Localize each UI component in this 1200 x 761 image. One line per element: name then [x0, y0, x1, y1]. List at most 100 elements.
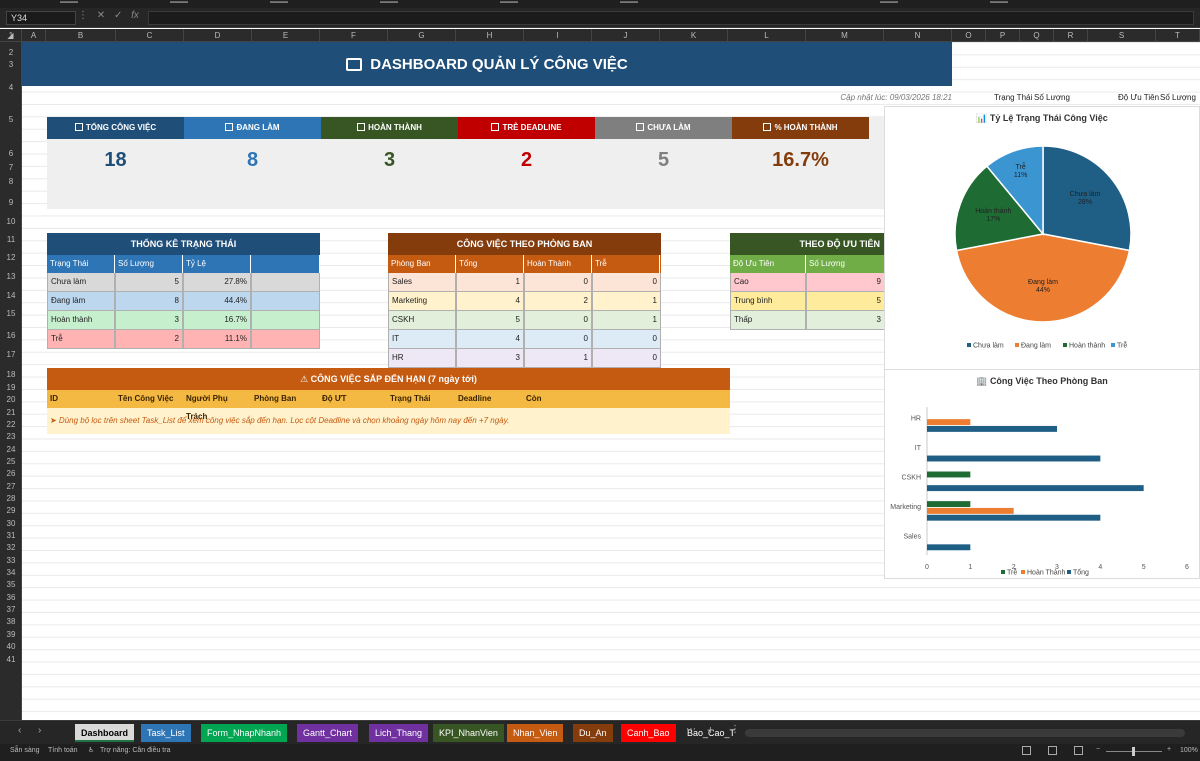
select-all-corner[interactable]: ◢	[0, 29, 22, 42]
column-header[interactable]: M	[806, 29, 884, 42]
add-sheet-icon[interactable]: +	[707, 723, 715, 737]
column-header[interactable]: E	[252, 29, 320, 42]
pie-slice[interactable]	[954, 165, 1045, 252]
tab-form_nhapnhanh[interactable]: Form_NhapNhanh	[201, 724, 288, 742]
tab-du_an[interactable]: Du_An	[573, 724, 613, 742]
bar[interactable]	[927, 471, 971, 478]
column-header[interactable]: O	[952, 29, 986, 42]
row-header[interactable]: 38	[6, 617, 16, 626]
pie-slice[interactable]	[985, 145, 1044, 237]
column-header[interactable]: Q	[1020, 29, 1054, 42]
tab-task_list[interactable]: Task_List	[141, 724, 191, 742]
row-header[interactable]: 3	[8, 60, 14, 69]
row-header[interactable]: 2	[8, 48, 14, 57]
tab-bao_cao_t[interactable]: Bao_Cao_T	[681, 724, 742, 742]
column-header[interactable]: H	[456, 29, 524, 42]
row-header[interactable]: 8	[8, 177, 14, 186]
row-header[interactable]: 35	[6, 580, 16, 589]
row-header[interactable]: 13	[6, 272, 16, 281]
tab-nhan_vien[interactable]: Nhan_Vien	[507, 724, 564, 742]
cancel-icon[interactable]: ✕	[96, 10, 106, 21]
zoom-slider-thumb[interactable]	[1132, 747, 1135, 756]
row-header[interactable]: 41	[6, 655, 16, 664]
row-header[interactable]: 18	[6, 370, 16, 379]
normal-view-icon[interactable]	[1022, 746, 1031, 755]
pie-slice[interactable]	[1042, 145, 1132, 252]
row-header[interactable]: 24	[6, 445, 16, 454]
bar[interactable]	[927, 455, 1101, 462]
row-header[interactable]: 25	[6, 457, 16, 466]
tab-kpi_nhanvien[interactable]: KPI_NhanVien	[433, 724, 504, 742]
row-header[interactable]: 4	[8, 83, 14, 92]
fx-icon[interactable]: fx	[131, 10, 139, 21]
row-header[interactable]: 37	[6, 605, 16, 614]
more-icon[interactable]: ⋮	[78, 10, 88, 21]
bar[interactable]	[927, 514, 1101, 521]
zoom-level[interactable]: 100%	[1180, 747, 1198, 754]
row-header[interactable]: 27	[6, 482, 16, 491]
row-header[interactable]: 16	[6, 331, 16, 340]
column-header[interactable]: G	[388, 29, 456, 42]
more-tabs-icon[interactable]: ⋯	[686, 724, 696, 735]
bar[interactable]	[927, 485, 1144, 492]
row-header[interactable]: 1	[8, 31, 14, 40]
row-header[interactable]: 17	[6, 350, 16, 359]
tab-options-icon[interactable]: ⋮	[730, 724, 740, 735]
row-header[interactable]: 10	[6, 217, 16, 226]
column-header[interactable]: F	[320, 29, 388, 42]
row-header[interactable]: 19	[6, 383, 16, 392]
row-header[interactable]: 29	[6, 506, 16, 515]
column-header[interactable]: I	[524, 29, 592, 42]
page-layout-icon[interactable]	[1048, 746, 1057, 755]
column-header[interactable]: A	[22, 29, 46, 42]
zoom-out-icon[interactable]: −	[1096, 746, 1101, 753]
row-header[interactable]: 22	[6, 420, 16, 429]
column-header[interactable]: D	[184, 29, 252, 42]
formula-input[interactable]	[148, 11, 1194, 25]
column-header[interactable]: N	[884, 29, 952, 42]
row-header[interactable]: 11	[6, 235, 16, 244]
row-header[interactable]: 28	[6, 494, 16, 503]
column-header[interactable]: S	[1088, 29, 1156, 42]
row-header[interactable]: 39	[6, 630, 16, 639]
row-header[interactable]: 12	[6, 253, 16, 262]
zoom-in-icon[interactable]: +	[1167, 746, 1172, 753]
pie-slice[interactable]	[955, 233, 1131, 323]
row-header[interactable]: 33	[6, 556, 16, 565]
row-header[interactable]: 14	[6, 291, 16, 300]
tab-gantt_chart[interactable]: Gantt_Chart	[297, 724, 359, 742]
pie-chart-panel[interactable]: 📊 Tỷ Lệ Trạng Thái Công Việc Chưa làm 28%…	[884, 106, 1200, 370]
bar[interactable]	[927, 419, 971, 426]
tab-dashboard[interactable]: Dashboard	[75, 724, 135, 742]
column-header[interactable]: R	[1054, 29, 1088, 42]
row-header[interactable]: 30	[6, 519, 16, 528]
row-header[interactable]: 23	[6, 432, 16, 441]
bar-chart-panel[interactable]: 🏢 Công Việc Theo Phòng Ban 0 1 2 3 4 5 6 Sales M…	[884, 369, 1200, 579]
row-header[interactable]: 21	[6, 408, 16, 417]
horizontal-scrollbar[interactable]	[745, 729, 1185, 737]
row-header[interactable]: 7	[8, 163, 14, 172]
row-header[interactable]: 6	[8, 149, 14, 158]
row-header[interactable]: 26	[6, 469, 16, 478]
row-header[interactable]: 32	[6, 543, 16, 552]
column-header[interactable]: B	[46, 29, 116, 42]
row-header[interactable]: 40	[6, 642, 16, 651]
tab-lich_thang[interactable]: Lich_Thang	[369, 724, 429, 742]
page-break-icon[interactable]	[1074, 746, 1083, 755]
confirm-icon[interactable]: ✓	[113, 10, 123, 21]
column-header[interactable]: L	[728, 29, 806, 42]
status-accessibility[interactable]: Trợ năng: Cân điều tra	[100, 747, 171, 754]
column-header[interactable]: J	[592, 29, 660, 42]
column-header[interactable]: T	[1156, 29, 1200, 42]
bar[interactable]	[927, 507, 1014, 514]
tab-canh_bao[interactable]: Canh_Bao	[621, 724, 676, 742]
column-header[interactable]: K	[660, 29, 728, 42]
bar[interactable]	[927, 501, 971, 508]
row-header[interactable]: 31	[6, 531, 16, 540]
bar[interactable]	[927, 544, 971, 551]
row-header[interactable]: 5	[8, 115, 14, 124]
tab-prev-icon[interactable]: ‹	[18, 725, 22, 736]
name-box[interactable]: Y34	[6, 11, 76, 25]
row-header[interactable]: 34	[6, 568, 16, 577]
row-header[interactable]: 9	[8, 198, 14, 207]
